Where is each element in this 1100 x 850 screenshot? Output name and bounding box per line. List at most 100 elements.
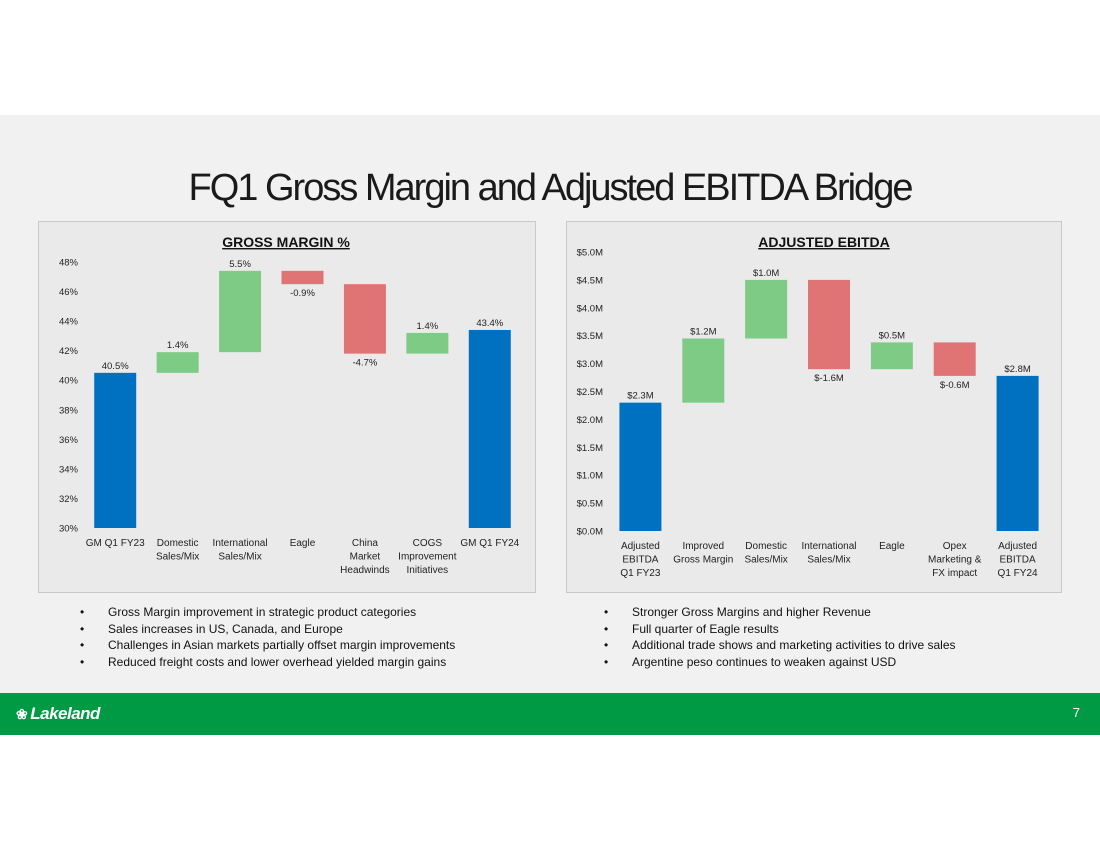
- x-category-label: Adjusted: [998, 541, 1037, 552]
- x-category-label: GM Q1 FY24: [460, 538, 519, 549]
- x-category-label: China: [352, 538, 379, 549]
- x-category-label: Gross Margin: [673, 555, 733, 566]
- x-category-label: GM Q1 FY23: [86, 538, 145, 549]
- y-tick-label: 40%: [59, 376, 79, 387]
- y-tick-label: 42%: [59, 346, 79, 357]
- data-label: $1.0M: [753, 268, 779, 279]
- y-tick-label: $2.5M: [577, 387, 603, 398]
- footer-bar: ❀ Lakeland 7: [0, 693, 1100, 735]
- data-label: 40.5%: [102, 361, 129, 372]
- x-category-label: Marketing &: [928, 555, 982, 566]
- y-tick-label: 34%: [59, 464, 79, 475]
- page-number: 7: [1072, 705, 1080, 720]
- data-label: -0.9%: [290, 288, 315, 299]
- waterfall-bar-decrease: [343, 284, 386, 354]
- x-category-label: EBITDA: [622, 555, 658, 566]
- x-category-label: Improvement: [398, 552, 457, 563]
- y-tick-label: 36%: [59, 435, 79, 446]
- data-label: $2.3M: [627, 391, 653, 402]
- y-tick-label: $0.5M: [577, 499, 603, 510]
- waterfall-bar-increase: [156, 352, 199, 373]
- x-category-label: Headwinds: [340, 565, 389, 576]
- bullet-item: Argentine peso continues to weaken again…: [604, 654, 956, 671]
- y-tick-label: $1.5M: [577, 443, 603, 454]
- x-category-label: Sales/Mix: [744, 555, 787, 566]
- chart-title: ADJUSTED EBITDA: [758, 234, 889, 250]
- chart-title: GROSS MARGIN %: [222, 234, 350, 250]
- waterfall-bar-total: [619, 402, 662, 531]
- gross-margin-chart-panel: GROSS MARGIN % 30% 32% 34% 36% 38% 40% 42% 44% 46…: [38, 221, 536, 593]
- x-category-label: Domestic: [745, 541, 787, 552]
- y-tick-label: $0.0M: [577, 527, 603, 538]
- data-label: 1.4%: [417, 321, 439, 332]
- y-tick-label: 44%: [59, 317, 79, 328]
- gross-margin-chart: GROSS MARGIN % 30% 32% 34% 36% 38% 40% 42% 44% 46…: [59, 234, 520, 576]
- bullet-item: Reduced freight costs and lower overhead…: [80, 654, 455, 671]
- y-tick-label: $4.5M: [577, 275, 603, 286]
- y-tick-label: $2.0M: [577, 415, 603, 426]
- ebitda-bullet-list: Stronger Gross Margins and higher Revenu…: [604, 604, 956, 670]
- bullet-item: Challenges in Asian markets partially of…: [80, 637, 455, 654]
- bullet-item: Additional trade shows and marketing act…: [604, 637, 956, 654]
- waterfall-bar-increase: [219, 270, 262, 353]
- x-category-label: International: [213, 538, 268, 549]
- y-tick-label: $1.0M: [577, 471, 603, 482]
- logo-text: Lakeland: [30, 704, 100, 723]
- x-category-label: Sales/Mix: [156, 552, 199, 563]
- x-category-label: Initiatives: [407, 565, 449, 576]
- waterfall-bar-decrease: [808, 279, 850, 370]
- data-label: $0.5M: [879, 330, 905, 341]
- x-category-label: Adjusted: [621, 541, 660, 552]
- x-category-label: Market: [350, 552, 381, 563]
- x-category-label: Sales/Mix: [807, 555, 850, 566]
- data-label: -4.7%: [353, 358, 378, 369]
- waterfall-bar-decrease: [933, 342, 976, 376]
- data-label: 1.4%: [167, 340, 189, 351]
- x-category-label: Sales/Mix: [218, 552, 261, 563]
- waterfall-bar-increase: [406, 332, 449, 354]
- y-tick-label: $4.0M: [577, 303, 603, 314]
- x-category-label: Opex: [943, 541, 967, 552]
- x-category-label: Eagle: [879, 541, 905, 552]
- adjusted-ebitda-chart: ADJUSTED EBITDA $0.0M $0.5M $1.0M $1.5M $2.0M…: [577, 234, 1039, 579]
- waterfall-bar-decrease: [281, 270, 324, 285]
- y-tick-label: $3.0M: [577, 359, 603, 370]
- y-tick-label: 38%: [59, 405, 79, 416]
- x-category-label: Improved: [682, 541, 724, 552]
- y-tick-label: 48%: [59, 258, 79, 269]
- waterfall-bar-increase: [870, 342, 913, 370]
- y-tick-label: $3.5M: [577, 331, 603, 342]
- data-label: $-0.6M: [940, 380, 970, 391]
- waterfall-bar-total: [996, 375, 1039, 531]
- waterfall-bar-total: [468, 329, 511, 528]
- x-category-label: Q1 FY23: [620, 568, 660, 579]
- bullet-item: Gross Margin improvement in strategic pr…: [80, 604, 455, 621]
- bullet-item: Sales increases in US, Canada, and Europ…: [80, 621, 455, 638]
- data-label: 43.4%: [476, 318, 503, 329]
- x-category-label: Eagle: [290, 538, 316, 549]
- x-category-label: Q1 FY24: [998, 568, 1038, 579]
- y-tick-label: $5.0M: [577, 248, 603, 259]
- x-category-label: Domestic: [157, 538, 199, 549]
- waterfall-bar-increase: [682, 338, 725, 403]
- x-category-label: FX impact: [932, 568, 977, 579]
- x-category-label: International: [801, 541, 856, 552]
- x-category-label: COGS: [413, 538, 443, 549]
- data-label: $2.8M: [1004, 364, 1030, 375]
- y-tick-label: 30%: [59, 524, 79, 535]
- data-label: $-1.6M: [814, 373, 844, 384]
- lakeland-logo: ❀ Lakeland: [16, 704, 100, 724]
- y-tick-label: 46%: [59, 287, 79, 298]
- bullet-item: Full quarter of Eagle results: [604, 621, 956, 638]
- bullet-item: Stronger Gross Margins and higher Revenu…: [604, 604, 956, 621]
- x-category-label: EBITDA: [1000, 555, 1036, 566]
- leaf-icon: ❀: [16, 706, 28, 722]
- waterfall-bar-increase: [745, 279, 788, 339]
- data-label: 5.5%: [229, 259, 251, 270]
- slide-title: FQ1 Gross Margin and Adjusted EBITDA Bri…: [188, 167, 914, 209]
- gross-margin-bullet-list: Gross Margin improvement in strategic pr…: [80, 604, 455, 670]
- data-label: $1.2M: [690, 326, 716, 337]
- slide: FQ1 Gross Margin and Adjusted EBITDA Bri…: [0, 115, 1100, 735]
- waterfall-bar-total: [94, 372, 137, 528]
- y-tick-label: 32%: [59, 494, 79, 505]
